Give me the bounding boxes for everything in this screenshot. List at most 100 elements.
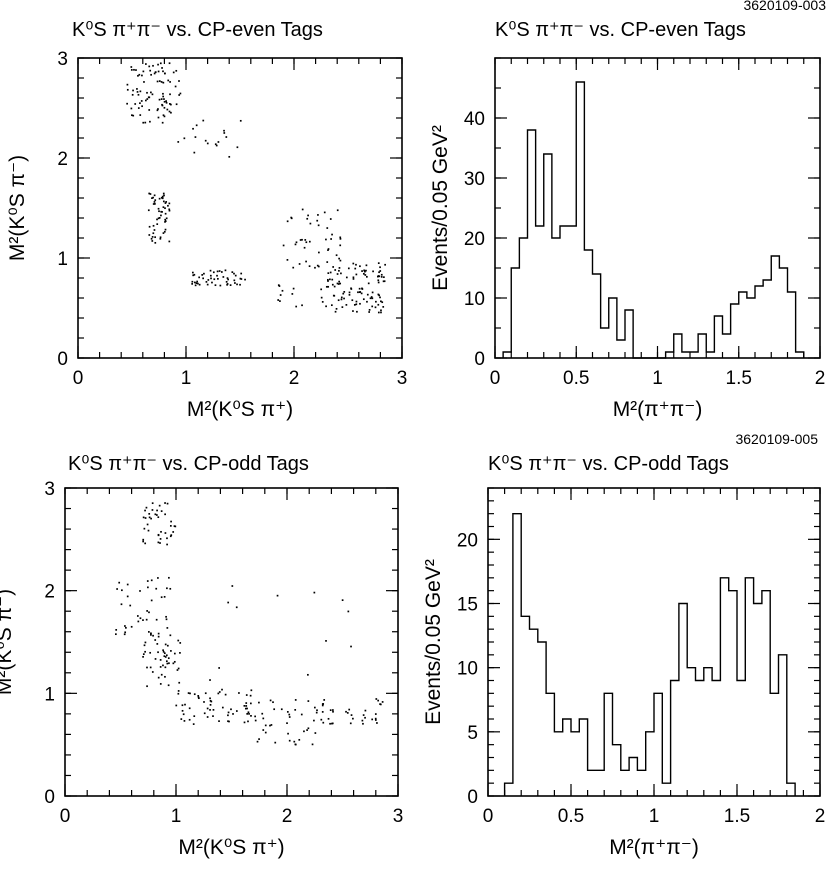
scatter-point [292, 287, 295, 290]
scatter-point [167, 79, 170, 82]
scatter-point [368, 311, 371, 313]
scatter-point [149, 651, 152, 654]
scatter-point [374, 713, 377, 715]
scatter-point [339, 244, 342, 247]
histogram-bin [604, 693, 612, 796]
scatter-point [145, 63, 147, 65]
histogram-bin [596, 770, 604, 796]
scatter-point [203, 712, 206, 715]
chart-title: K⁰S π⁺π⁻ vs. CP-odd Tags [488, 453, 729, 475]
histogram-bin [554, 732, 562, 796]
x-tick-label: 0 [490, 368, 501, 389]
scatter-point [377, 311, 380, 314]
x-tick-label: 1 [181, 368, 192, 389]
scatter-point [317, 224, 320, 227]
scatter-point [130, 66, 133, 68]
scatter-point [305, 241, 308, 244]
scatter-point [174, 85, 177, 88]
scatter-point [307, 727, 310, 730]
scatter-point [269, 699, 272, 702]
scatter-point [329, 709, 332, 712]
scatter-point [359, 291, 362, 293]
scatter-point [159, 236, 162, 239]
scatter-point [316, 219, 319, 222]
histogram-bin [674, 334, 682, 358]
scatter-point [210, 277, 212, 280]
scatter-point [227, 720, 229, 723]
scatter-point [202, 119, 205, 122]
scatter-point [164, 502, 166, 504]
scatter-point [154, 236, 156, 239]
scatter-point [356, 310, 358, 313]
scatter-point [177, 690, 180, 692]
histogram-outline [503, 512, 796, 796]
scatter-point [286, 259, 289, 261]
histogram-bin [521, 616, 529, 796]
scatter-point [226, 283, 228, 286]
scatter-point [180, 718, 183, 720]
scatter-point [195, 124, 198, 127]
scatter-point [281, 289, 284, 292]
scatter-point [150, 237, 153, 240]
scatter-point [160, 214, 162, 217]
scatter-point [170, 650, 172, 652]
scatter-point [230, 708, 232, 711]
scatter-point [246, 707, 248, 710]
scatter-point [321, 711, 324, 713]
histogram-bin [723, 334, 731, 358]
scatter-point [380, 311, 382, 314]
histogram-bin [560, 226, 568, 358]
scatter-point [143, 81, 145, 83]
scatter-point [374, 717, 377, 720]
plot-frame [64, 487, 399, 797]
scatter-point [115, 629, 118, 631]
scatter-point [168, 202, 171, 205]
scatter-point [380, 309, 382, 312]
scatter-point [318, 251, 320, 254]
scatter-point [292, 266, 295, 269]
scatter-point [156, 218, 158, 221]
scatter-point [193, 273, 196, 276]
scatter-point [338, 269, 340, 272]
scatter-point [126, 583, 129, 586]
scatter-point [146, 91, 148, 94]
histogram-outline [502, 81, 805, 359]
scatter-point [148, 611, 150, 614]
scatter-point [152, 634, 154, 637]
scatter-point [139, 617, 142, 620]
scatter-point [347, 267, 350, 270]
scatter-point [279, 300, 281, 302]
scatter-point [169, 525, 172, 527]
scatter-point [191, 271, 194, 274]
scatter-point [137, 93, 140, 96]
scatter-point [136, 615, 139, 617]
scatter-point [139, 114, 142, 116]
scatter-point [379, 296, 381, 299]
scatter-point [144, 99, 147, 102]
scatter-point [364, 716, 366, 719]
scatter-point [157, 541, 160, 544]
scatter-point [118, 581, 121, 584]
scatter-point [295, 241, 298, 244]
scatter-point [130, 107, 133, 110]
scatter-point [261, 712, 264, 715]
scatter-point [164, 72, 166, 75]
scatter-point [377, 699, 380, 702]
x-tick-label: 2 [815, 806, 826, 827]
scatter-point [129, 604, 132, 607]
scatter-point [160, 530, 162, 533]
x-tick-label: 2 [282, 806, 293, 827]
scatter-point [325, 238, 327, 241]
histogram-bin [720, 578, 728, 796]
scatter-point [193, 715, 196, 718]
scatter-point [150, 632, 152, 635]
scatter-point [225, 136, 228, 138]
scatter-point [162, 664, 164, 667]
scatter-point [148, 225, 151, 228]
scatter-point [355, 303, 358, 306]
scatter-point [172, 71, 175, 74]
scatter-point [308, 265, 311, 268]
scatter-point [161, 104, 164, 107]
scatter-point [249, 694, 252, 697]
scatter-point [178, 681, 181, 684]
